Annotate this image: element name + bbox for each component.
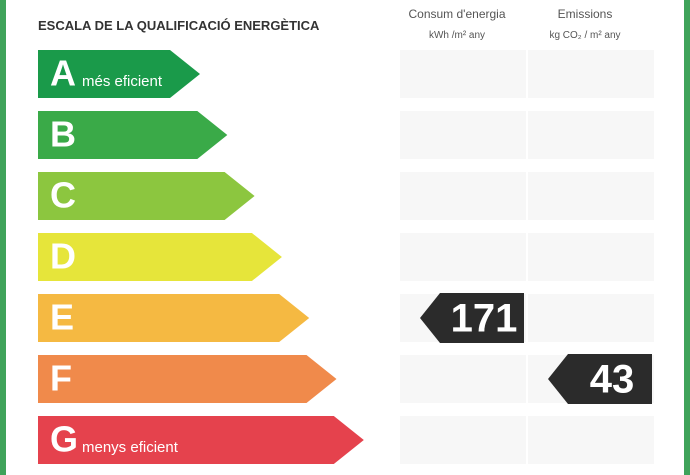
cell — [528, 416, 654, 464]
cell — [528, 50, 654, 98]
rating-letter: A — [50, 53, 76, 94]
cell — [528, 172, 654, 220]
left-border — [0, 0, 6, 475]
rating-note: més eficient — [82, 73, 163, 90]
rating-note: menys eficient — [82, 439, 179, 456]
cell — [400, 416, 526, 464]
cell — [400, 233, 526, 281]
value-arrow — [420, 293, 524, 343]
cell — [400, 111, 526, 159]
value-arrow — [548, 354, 652, 404]
cell — [528, 233, 654, 281]
rating-letter: G — [50, 419, 78, 460]
column-unit: kg CO₂ / m² any — [549, 30, 620, 41]
value-label: 43 — [590, 358, 635, 402]
column-label: Consum d'energia — [408, 7, 505, 21]
rating-arrow — [38, 294, 310, 342]
rating-arrow — [38, 355, 337, 403]
rating-letter: E — [50, 297, 74, 338]
rating-arrow — [38, 233, 282, 281]
rating-arrow — [38, 172, 255, 220]
value-label: 171 — [451, 297, 518, 341]
column-unit: kWh /m² any — [429, 30, 485, 41]
rating-arrow — [38, 50, 200, 98]
title: ESCALA DE LA QUALIFICACIÓ ENERGÈTICA — [38, 18, 320, 33]
rating-letter: B — [50, 114, 76, 155]
rating-arrow — [38, 416, 364, 464]
cell — [400, 172, 526, 220]
rating-arrow — [38, 111, 228, 159]
cell — [400, 50, 526, 98]
rating-letter: F — [50, 358, 72, 399]
rating-letter: C — [50, 175, 76, 216]
rating-letter: D — [50, 236, 76, 277]
cell — [528, 294, 654, 342]
cell — [400, 355, 526, 403]
column-label: Emissions — [558, 7, 613, 21]
cell — [528, 111, 654, 159]
right-border — [684, 0, 690, 475]
